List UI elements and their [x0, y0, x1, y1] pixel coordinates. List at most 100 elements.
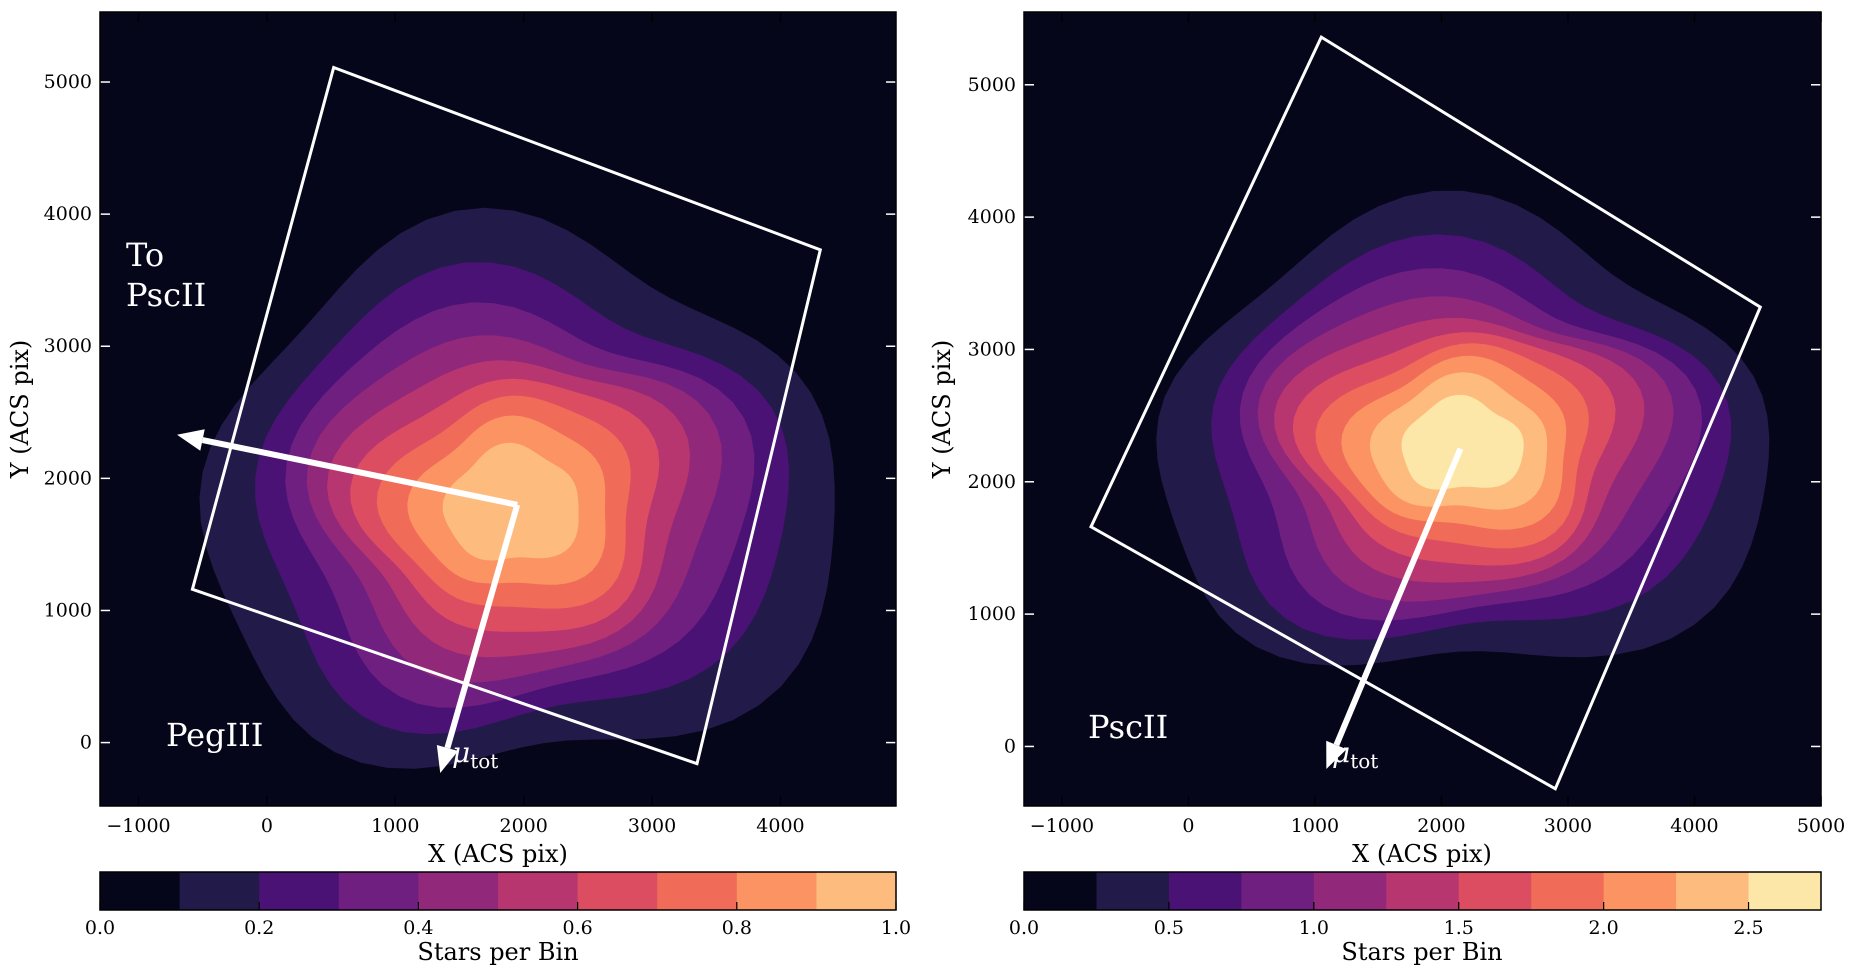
- vector-shaft: [444, 503, 521, 749]
- vectors: [1326, 447, 1464, 769]
- colorbar-bin: [577, 872, 658, 910]
- mu-label: μtot: [1332, 736, 1378, 773]
- panel-pscii: PscII μtot −1000 0 1000 2000 3000 4000 5000 0 1…: [928, 11, 1845, 966]
- x-tick-label: −1000: [1030, 815, 1094, 837]
- colorbar-tick-label: 0.0: [85, 917, 115, 939]
- vector-head: [436, 744, 458, 773]
- x-tick-label: 4000: [1670, 815, 1718, 837]
- mu-symbol: μ: [452, 736, 470, 769]
- colorbar-tick-label: 2.5: [1733, 917, 1763, 939]
- y-tick-label: 4000: [44, 203, 92, 225]
- colorbar-bin: [1168, 872, 1242, 910]
- y-tick-label: 5000: [44, 71, 92, 93]
- colorbar-tick-label: 1.0: [881, 917, 911, 939]
- colorbar-bin: [1313, 872, 1387, 910]
- x-tick-label: 1000: [1291, 815, 1339, 837]
- y-tick-label: 2000: [44, 467, 92, 489]
- colorbar-bin: [1241, 872, 1315, 910]
- colorbar-tick-label: 0.0: [1009, 917, 1039, 939]
- colorbar-bin: [1024, 872, 1098, 910]
- vector-shaft: [201, 437, 518, 508]
- footprint-outline: [1089, 34, 1763, 791]
- colorbar-label: Stars per Bin: [1341, 938, 1502, 966]
- colorbar-tick-label: 0.5: [1154, 917, 1184, 939]
- y-tick-label: 0: [80, 732, 92, 754]
- vector-shaft: [1333, 447, 1464, 747]
- colorbar-bin: [418, 872, 499, 910]
- colorbar-bin: [1748, 872, 1822, 910]
- colorbar-bin: [338, 872, 419, 910]
- x-tick-label: 1000: [371, 815, 419, 837]
- colorbar-frame: [99, 871, 897, 911]
- x-tick-label: −1000: [106, 815, 170, 837]
- density-contours: [1156, 190, 1770, 666]
- colorbar: 0.0 0.2 0.4 0.6 0.8 1.0: [85, 871, 911, 939]
- colorbar-tick-label: 1.0: [1299, 917, 1329, 939]
- vector-head: [177, 429, 205, 451]
- colorbar-bin: [1603, 872, 1677, 910]
- colorbar-bin: [1458, 872, 1532, 910]
- colorbar-bin: [259, 872, 340, 910]
- density-contours: [199, 207, 835, 769]
- y-ticks: 0 1000 2000 3000 4000 5000: [44, 71, 896, 754]
- x-tick-label: 2000: [499, 815, 547, 837]
- contour-level: [1401, 394, 1524, 490]
- colorbar-bin: [1676, 872, 1750, 910]
- y-tick-label: 1000: [968, 603, 1016, 625]
- panel-pegiii: To PscII PegIII μtot −1000 0 1000 2000 3000 4…: [6, 11, 911, 966]
- galaxy-label: PscII: [1088, 708, 1168, 746]
- y-axis-label: Y (ACS pix): [6, 340, 34, 480]
- y-tick-label: 2000: [968, 471, 1016, 493]
- x-tick-label: 4000: [756, 815, 804, 837]
- y-tick-label: 0: [1004, 735, 1016, 757]
- colorbar: 0.0 0.5 1.0 1.5 2.0 2.5: [1009, 871, 1822, 939]
- colorbar-bin: [816, 872, 897, 910]
- colorbar-bin: [100, 872, 181, 910]
- x-ticks: −1000 0 1000 2000 3000 4000: [106, 12, 805, 837]
- x-tick-label: 2000: [1417, 815, 1465, 837]
- y-tick-label: 4000: [968, 206, 1016, 228]
- colorbar-tick-label: 2.0: [1589, 917, 1619, 939]
- colorbar-bin: [736, 872, 817, 910]
- mu-subscript: tot: [470, 749, 498, 773]
- colorbar-tick-label: 0.2: [244, 917, 274, 939]
- plot-frame: [1023, 11, 1822, 807]
- colorbar-tick-label: 0.8: [722, 917, 752, 939]
- colorbar-bin: [657, 872, 738, 910]
- colorbar-tick-label: 0.6: [562, 917, 592, 939]
- y-tick-label: 3000: [968, 338, 1016, 360]
- vectors: [177, 429, 521, 773]
- annotation-to-line2: PscII: [126, 276, 206, 314]
- colorbar-label: Stars per Bin: [417, 938, 578, 966]
- footprint-outline: [190, 65, 823, 766]
- colorbar-frame: [1023, 871, 1822, 911]
- galaxy-label: PegIII: [166, 716, 263, 754]
- x-tick-label: 3000: [628, 815, 676, 837]
- y-tick-label: 1000: [44, 599, 92, 621]
- x-tick-label: 0: [261, 815, 273, 837]
- colorbar-bin: [1531, 872, 1605, 910]
- y-tick-label: 5000: [968, 74, 1016, 96]
- mu-subscript: tot: [1350, 749, 1378, 773]
- y-tick-label: 3000: [44, 335, 92, 357]
- annotation-to-line1: To: [126, 236, 164, 274]
- colorbar-tick-label: 0.4: [403, 917, 433, 939]
- x-axis-label: X (ACS pix): [1352, 840, 1492, 868]
- x-ticks: −1000 0 1000 2000 3000 4000 5000: [1030, 12, 1845, 837]
- x-tick-label: 5000: [1797, 815, 1845, 837]
- plot-frame: [99, 11, 897, 807]
- colorbar-bin: [1096, 872, 1170, 910]
- x-axis-label: X (ACS pix): [428, 840, 568, 868]
- colorbar-bin: [498, 872, 579, 910]
- mu-symbol: μ: [1332, 736, 1350, 769]
- x-tick-label: 0: [1182, 815, 1194, 837]
- y-axis-label: Y (ACS pix): [928, 340, 956, 480]
- colorbar-bin: [1386, 872, 1460, 910]
- colorbar-bin: [179, 872, 260, 910]
- mu-label: μtot: [452, 736, 498, 773]
- y-ticks: 0 1000 2000 3000 4000 5000: [968, 74, 1821, 757]
- colorbar-tick-label: 1.5: [1444, 917, 1474, 939]
- x-tick-label: 3000: [1544, 815, 1592, 837]
- vector-head: [1326, 740, 1347, 769]
